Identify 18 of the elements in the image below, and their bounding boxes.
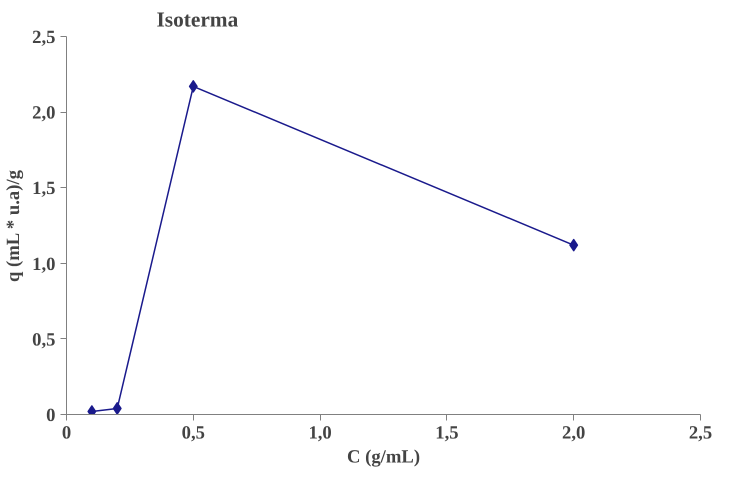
y-tick-label: 2,5 (32, 27, 56, 48)
y-tick-label: 0,5 (32, 329, 56, 350)
point (569, 238, 578, 252)
point (188, 80, 198, 93)
x-axis-title: C (g/mL) (346, 446, 420, 468)
x-tick-label: 2,5 (688, 422, 712, 444)
y-tick-label: 1,5 (32, 178, 56, 200)
x-tick-label: 1,5 (435, 422, 459, 444)
x-tick-label: 1,0 (308, 422, 332, 444)
chart-title: Isoterma (156, 8, 239, 32)
y-tick-label: 1,0 (32, 254, 56, 275)
x-tick-label: 2,0 (562, 422, 586, 444)
y-tick-label: 0 (46, 405, 56, 426)
point (112, 402, 122, 414)
x-tick-label: 0 (62, 422, 72, 444)
x-tick-label: 0,5 (182, 422, 205, 444)
y-axis-title: q (mL * u.a)/g (3, 169, 24, 282)
y-tick-label: 2,0 (32, 102, 56, 124)
